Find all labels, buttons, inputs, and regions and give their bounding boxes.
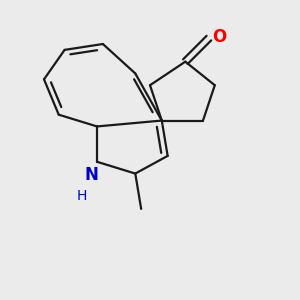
Text: N: N (84, 166, 98, 184)
Text: H: H (77, 189, 88, 202)
Text: O: O (212, 28, 226, 46)
